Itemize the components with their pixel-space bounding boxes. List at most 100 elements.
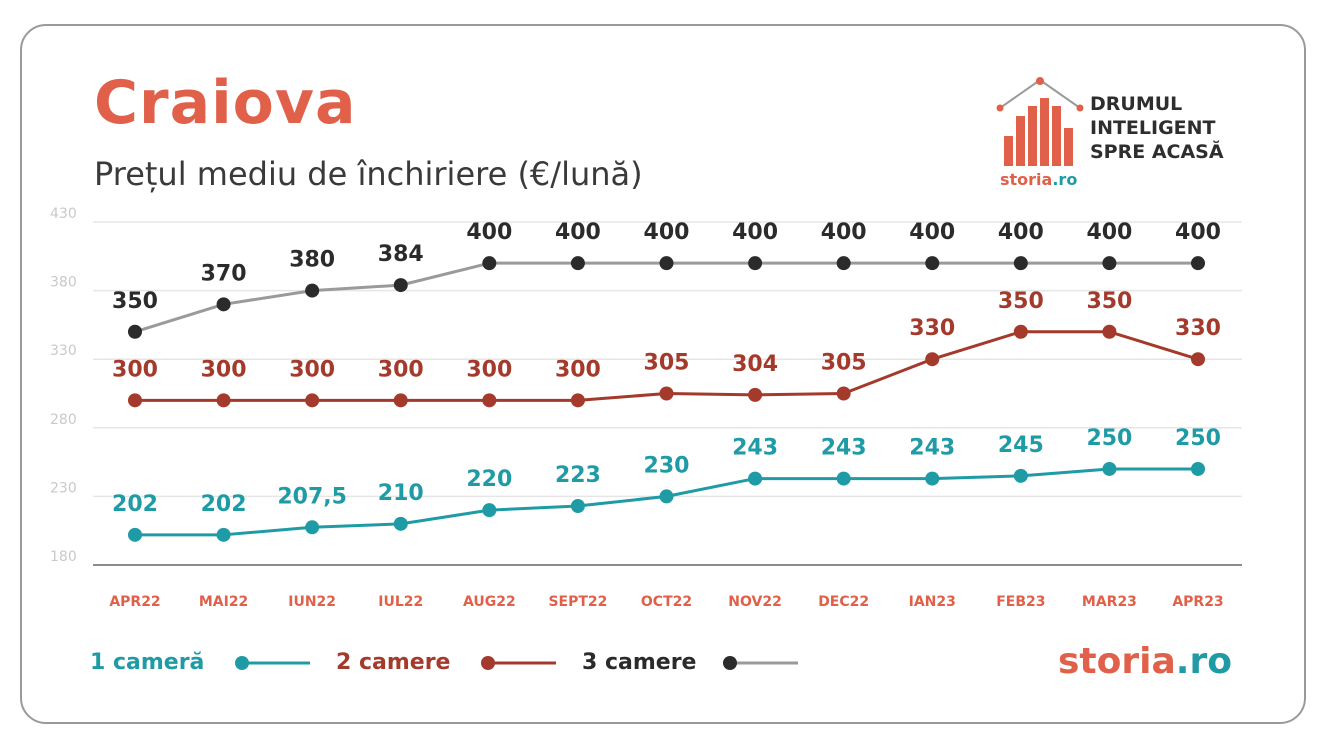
- data-point: [128, 324, 142, 339]
- data-label: 210: [378, 481, 424, 506]
- x-tick-label: FEB23: [996, 594, 1045, 610]
- legend-label-2-camere: 2 camere: [336, 650, 451, 675]
- y-tick-label: 330: [50, 343, 77, 359]
- legend-marker-1-camera: [235, 656, 310, 670]
- data-label: 207,5: [277, 484, 347, 509]
- y-tick-label: 230: [50, 480, 77, 496]
- data-label: 400: [998, 220, 1044, 245]
- x-tick-label: IUN22: [288, 594, 336, 610]
- x-tick-label: APR23: [1172, 594, 1223, 610]
- x-tick-label: SEPT22: [548, 594, 607, 610]
- data-point: [128, 393, 142, 408]
- data-label: 230: [644, 453, 690, 478]
- data-point: [836, 471, 851, 486]
- data-label: 243: [821, 436, 867, 461]
- data-label: 202: [112, 492, 158, 517]
- data-point: [925, 352, 940, 367]
- data-point: [1013, 468, 1028, 483]
- data-label: 330: [1175, 316, 1221, 341]
- data-label: 250: [1175, 426, 1221, 451]
- brand-tagline: DRUMUL INTELIGENT SPRE ACASĂ: [1090, 93, 1224, 163]
- legend-label-1-camera: 1 cameră: [90, 650, 205, 675]
- data-label: 300: [112, 357, 158, 382]
- legend-marker-3-camere: [723, 656, 798, 670]
- data-point: [1191, 461, 1205, 476]
- legend-label-3-camere: 3 camere: [582, 650, 697, 675]
- data-point: [482, 393, 497, 408]
- data-point: [836, 386, 851, 401]
- data-point: [570, 499, 585, 514]
- data-point: [748, 387, 763, 402]
- data-point: [659, 256, 674, 271]
- data-point: [305, 393, 320, 408]
- data-point: [925, 256, 940, 271]
- data-label: 245: [998, 433, 1044, 458]
- chart-subtitle: Prețul mediu de închiriere (€/lună): [94, 155, 643, 193]
- data-point: [216, 297, 231, 312]
- data-point: [393, 278, 408, 293]
- data-point: [570, 256, 585, 271]
- data-label: 243: [732, 436, 778, 461]
- data-point: [748, 256, 763, 271]
- data-label: 300: [466, 357, 512, 382]
- data-label: 400: [466, 220, 512, 245]
- data-point: [305, 283, 320, 298]
- data-point: [216, 527, 231, 542]
- brand-small-logo-suffix: .ro: [1052, 170, 1078, 189]
- page-title: Craiova: [94, 68, 357, 138]
- y-tick-label: 430: [50, 206, 77, 222]
- data-label: 400: [555, 220, 601, 245]
- data-label: 370: [201, 261, 247, 286]
- data-point: [482, 256, 497, 271]
- x-tick-label: NOV22: [728, 594, 782, 610]
- data-point: [1191, 256, 1205, 271]
- data-point: [659, 489, 674, 504]
- data-label: 300: [555, 357, 601, 382]
- x-tick-label: MAR23: [1082, 594, 1137, 610]
- data-point: [659, 386, 674, 401]
- data-label: 380: [289, 248, 335, 273]
- legend-marker-2-camere: [481, 656, 556, 670]
- data-label: 400: [1175, 220, 1221, 245]
- data-label: 300: [201, 357, 247, 382]
- footer-logo-main: storia: [1058, 641, 1176, 682]
- data-point: [748, 471, 763, 486]
- data-point: [1102, 324, 1117, 339]
- data-label: 304: [732, 352, 778, 377]
- data-label: 400: [1086, 220, 1132, 245]
- x-tick-label: IUL22: [378, 594, 423, 610]
- data-label: 400: [732, 220, 778, 245]
- data-label: 250: [1086, 426, 1132, 451]
- data-label: 350: [1086, 289, 1132, 314]
- data-label: 384: [378, 242, 424, 267]
- data-label: 305: [821, 351, 867, 376]
- data-label: 300: [378, 357, 424, 382]
- brand-badge: DRUMUL INTELIGENT SPRE ACASĂ storia.ro: [994, 76, 1244, 196]
- y-tick-label: 380: [50, 275, 77, 291]
- data-label: 243: [909, 436, 955, 461]
- brand-small-logo-main: storia: [1000, 170, 1053, 189]
- y-tick-label: 180: [50, 549, 77, 565]
- x-tick-label: OCT22: [641, 594, 692, 610]
- data-point: [570, 393, 585, 408]
- data-point: [393, 393, 408, 408]
- x-tick-label: AUG22: [463, 594, 516, 610]
- y-tick-label: 280: [50, 412, 77, 428]
- data-point: [925, 471, 940, 486]
- data-point: [1013, 256, 1028, 271]
- data-point: [1191, 352, 1205, 367]
- data-label: 400: [644, 220, 690, 245]
- data-point: [482, 503, 497, 518]
- house-chart-logo-icon: [996, 77, 1084, 166]
- data-point: [1013, 324, 1028, 339]
- data-label: 350: [112, 289, 158, 314]
- data-label: 220: [466, 467, 512, 492]
- data-label: 350: [998, 289, 1044, 314]
- data-label: 202: [201, 492, 247, 517]
- x-tick-label: MAI22: [199, 594, 248, 610]
- data-point: [836, 256, 851, 271]
- data-point: [216, 393, 231, 408]
- data-point: [393, 516, 408, 531]
- data-label: 400: [909, 220, 955, 245]
